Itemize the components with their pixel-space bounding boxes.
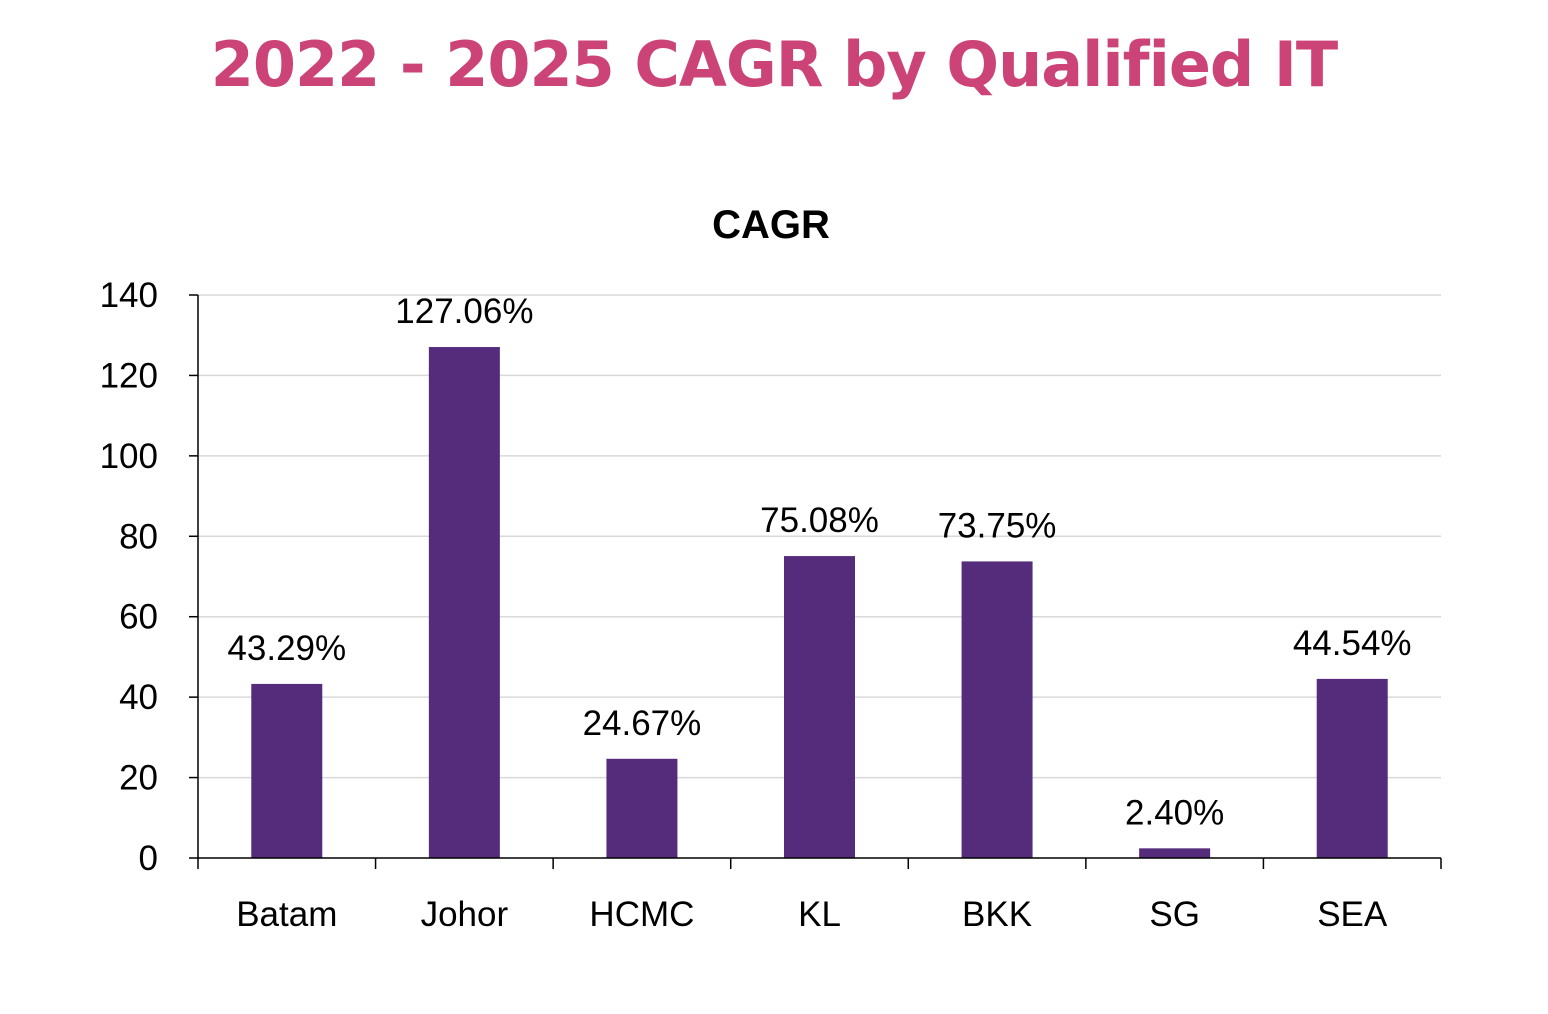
bar-batam (251, 683, 323, 858)
bar-sea (1316, 678, 1388, 858)
labels: 0 20 40 60 80 100 120 140 43.29% Batam 127.06% Joho… (100, 276, 1412, 934)
page-title: 2022 - 2025 CAGR by Qualified IT (210, 28, 1338, 101)
bars (251, 347, 1388, 858)
axes (189, 294, 1442, 869)
data-label-sea: 44.54% (1293, 624, 1412, 663)
bar-bkk (961, 561, 1033, 858)
y-tick-label: 0 (139, 839, 158, 878)
bar-hcmc (606, 758, 678, 858)
data-label-batam: 43.29% (227, 629, 346, 668)
data-label-johor: 127.06% (395, 292, 533, 331)
category-label-batam: Batam (236, 895, 337, 934)
data-label-bkk: 73.75% (938, 506, 1057, 545)
bar-kl (784, 556, 855, 858)
y-tick-label: 20 (119, 759, 158, 798)
category-label-kl: KL (798, 895, 841, 934)
y-tick-label: 100 (100, 437, 158, 476)
y-tick-label: 80 (119, 517, 158, 556)
bar-johor (428, 347, 500, 858)
category-label-sea: SEA (1317, 895, 1388, 934)
y-tick-label: 40 (119, 678, 158, 717)
category-label-bkk: BKK (962, 895, 1032, 934)
y-tick-label: 140 (100, 276, 158, 315)
data-label-hcmc: 24.67% (583, 704, 702, 743)
data-label-kl: 75.08% (760, 501, 879, 540)
y-tick-label: 120 (100, 356, 158, 395)
category-label-sg: SG (1149, 895, 1200, 934)
category-label-johor: Johor (421, 895, 509, 934)
category-label-hcmc: HCMC (589, 895, 694, 934)
bar-sg (1139, 848, 1211, 858)
y-tick-label: 60 (119, 598, 158, 637)
chart-title: CAGR (712, 203, 830, 247)
data-label-sg: 2.40% (1125, 793, 1224, 832)
